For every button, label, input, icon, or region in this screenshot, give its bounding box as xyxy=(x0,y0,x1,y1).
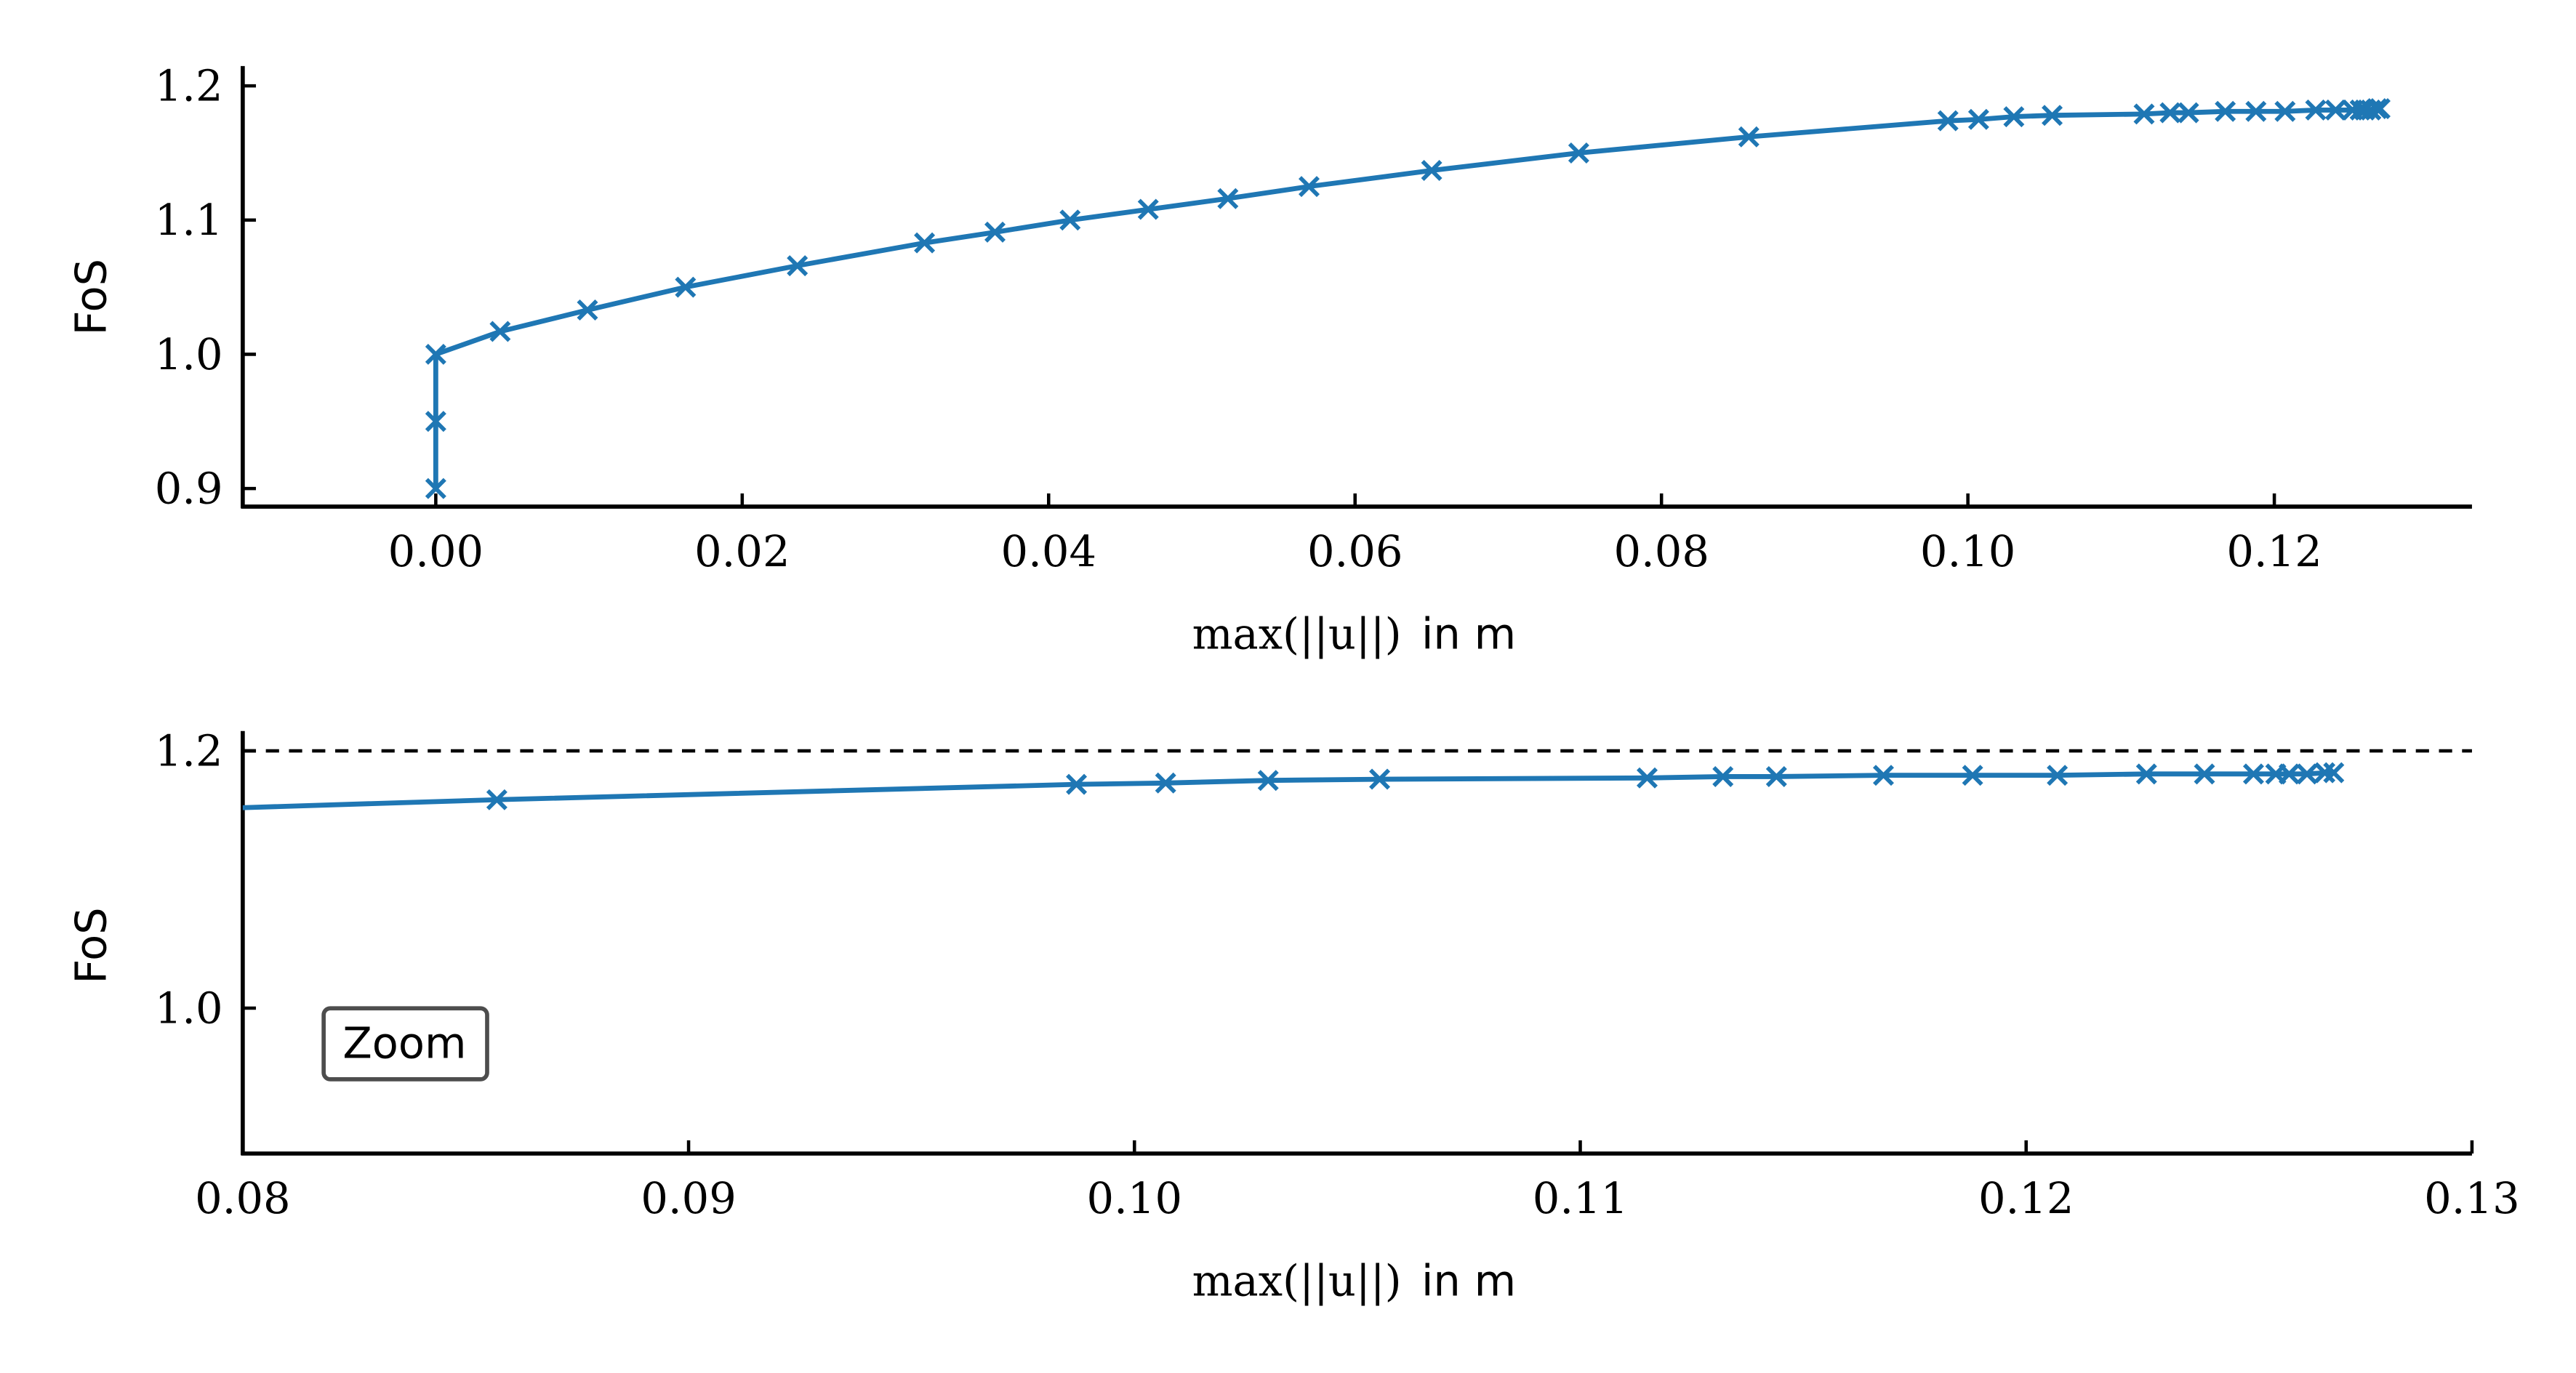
top-data-point xyxy=(2274,100,2296,122)
top-xlabel-math: max(||u||) xyxy=(1192,608,1402,659)
bottom-xlabel-unit: in m xyxy=(1421,1255,1516,1305)
bottom-data-point xyxy=(2296,763,2318,785)
bottom-series-line xyxy=(242,770,2334,810)
bottom-data-point xyxy=(1765,765,1787,787)
bottom-data-point xyxy=(1369,768,1391,790)
bottom-data-point xyxy=(1257,770,1279,792)
zoom-annotation-box xyxy=(321,1006,489,1082)
top-data-point xyxy=(1217,188,1239,209)
bottom-panel: 0.08 0.09 0.10 0.11 0.12 0.13 1.0 1.2 xyxy=(155,726,2520,1223)
bottom-data-point xyxy=(1962,765,1983,786)
top-data-point xyxy=(1937,110,1959,132)
bottom-xlabel-math: max(||u||) xyxy=(1192,1255,1402,1305)
top-data-point xyxy=(1738,126,1760,148)
top-data-point xyxy=(1568,142,1589,164)
bottom-ytick-label: 1.2 xyxy=(155,726,223,776)
top-data-point xyxy=(489,321,511,342)
bottom-data-point xyxy=(2279,763,2300,785)
bottom-ytick-label: 1.0 xyxy=(155,983,223,1033)
bottom-xtick-label: 0.11 xyxy=(1533,1173,1628,1223)
top-data-point xyxy=(425,343,446,365)
top-data-point xyxy=(1299,176,1320,198)
bottom-data-point xyxy=(2047,765,2069,786)
top-xtick-label: 0.00 xyxy=(388,526,483,576)
top-xtick-label: 0.02 xyxy=(694,526,790,576)
top-data-point xyxy=(1059,209,1081,231)
top-data-point xyxy=(2245,100,2267,122)
top-ytick-label: 1.0 xyxy=(155,329,223,379)
bottom-data-point xyxy=(1872,765,1894,786)
top-xtick-label: 0.06 xyxy=(1307,526,1403,576)
top-data-point xyxy=(787,255,808,277)
bottom-data-point xyxy=(1636,767,1658,789)
top-data-point xyxy=(2003,106,2025,128)
bottom-series xyxy=(242,762,2345,810)
top-panel: 0.00 0.02 0.04 0.06 0.08 0.10 0.12 0.9 1.0 1.1 1.2 xyxy=(155,61,2472,576)
top-ylabel: FoS xyxy=(65,259,116,335)
top-data-point xyxy=(1137,198,1159,220)
bottom-data-point xyxy=(486,789,507,810)
top-data-point xyxy=(1421,159,1443,181)
top-data-point xyxy=(2159,102,2181,124)
bottom-data-point xyxy=(1155,772,1176,794)
top-ytick-label: 1.1 xyxy=(155,195,223,245)
top-data-point xyxy=(2178,102,2199,124)
bottom-data-point xyxy=(2135,763,2157,785)
bottom-data-point xyxy=(2242,763,2264,785)
top-ytick-label: 0.9 xyxy=(155,464,223,514)
top-data-point xyxy=(425,411,446,432)
top-data-point xyxy=(2366,98,2388,120)
bottom-data-point xyxy=(2194,763,2215,785)
top-ytick-label: 1.2 xyxy=(155,61,223,111)
bottom-xtick-label: 0.10 xyxy=(1087,1173,1182,1223)
top-data-point xyxy=(577,299,598,321)
top-xtick-label: 0.08 xyxy=(1613,526,1709,576)
bottom-xtick-label: 0.13 xyxy=(2424,1173,2519,1223)
top-data-point xyxy=(1967,108,1989,130)
bottom-ylabel: FoS xyxy=(65,907,116,983)
bottom-data-point xyxy=(1066,773,1088,795)
top-data-point xyxy=(675,276,697,298)
top-data-point xyxy=(2042,105,2063,126)
bottom-data-point xyxy=(2314,762,2336,784)
top-series xyxy=(425,98,2391,499)
top-xtick-label: 0.10 xyxy=(1920,526,2015,576)
top-series-line xyxy=(433,106,2380,489)
top-data-point xyxy=(2215,100,2236,122)
top-data-point xyxy=(2369,98,2391,120)
bottom-data-point xyxy=(1712,765,1734,787)
bottom-xtick-label: 0.12 xyxy=(1978,1173,2074,1223)
top-data-point xyxy=(425,478,446,499)
bottom-xtick-label: 0.08 xyxy=(195,1173,290,1223)
top-data-point xyxy=(984,221,1006,243)
top-xtick-label: 0.12 xyxy=(2226,526,2322,576)
top-xlabel: max(||u||) in m xyxy=(1192,608,1517,659)
top-data-point xyxy=(914,232,936,254)
top-xlabel-unit: in m xyxy=(1421,608,1516,659)
bottom-data-point xyxy=(2323,762,2345,784)
top-data-point xyxy=(2324,99,2346,121)
top-xtick-label: 0.04 xyxy=(1001,526,1096,576)
top-data-point xyxy=(2133,103,2155,125)
bottom-xlabel: max(||u||) in m xyxy=(1192,1255,1517,1305)
zoom-annotation-text: Zoom xyxy=(342,1018,466,1068)
bottom-xtick-label: 0.09 xyxy=(641,1173,736,1223)
top-data-point xyxy=(2305,99,2327,121)
